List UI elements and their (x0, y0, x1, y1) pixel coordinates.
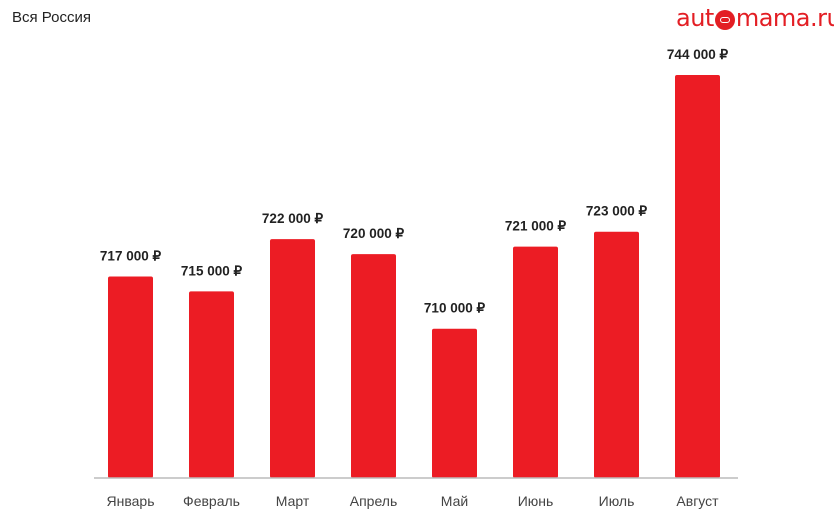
value-label: 710 000 ₽ (424, 301, 486, 316)
value-label: 722 000 ₽ (262, 211, 324, 226)
x-tick-label: Август (676, 493, 719, 509)
value-label: 744 000 ₽ (667, 47, 729, 62)
bar-4 (432, 328, 477, 478)
chart-title: Вся Россия (12, 9, 91, 26)
automama-logo: aut mama.ru (676, 4, 834, 32)
x-tick-label: Январь (107, 493, 155, 509)
value-label: 717 000 ₽ (100, 249, 162, 264)
x-tick-label: Февраль (183, 493, 240, 509)
x-tick-label: Март (276, 493, 310, 509)
value-label: 721 000 ₽ (505, 219, 567, 234)
x-tick-label: Июнь (518, 493, 554, 509)
bar-0 (108, 276, 153, 478)
bar-2 (270, 239, 315, 478)
value-label: 723 000 ₽ (586, 204, 648, 219)
bar-1 (189, 291, 234, 478)
value-label: 715 000 ₽ (181, 263, 243, 278)
x-tick-label: Июль (599, 493, 635, 509)
x-tick-label: Апрель (350, 493, 398, 509)
bar-5 (513, 246, 558, 478)
bar-3 (351, 254, 396, 478)
bar-7 (675, 75, 720, 478)
bar-6 (594, 231, 639, 478)
car-icon (714, 10, 735, 30)
x-tick-label: Май (441, 493, 468, 509)
value-label: 720 000 ₽ (343, 226, 405, 241)
